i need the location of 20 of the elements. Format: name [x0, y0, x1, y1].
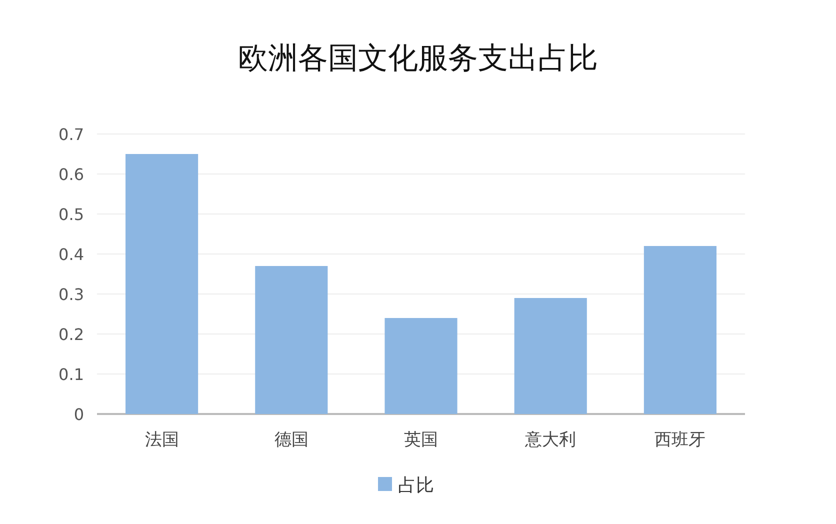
x-tick-label: 英国: [404, 430, 438, 450]
y-tick-label: 0.5: [58, 205, 84, 224]
x-tick-label: 意大利: [524, 430, 576, 450]
bar: [514, 298, 587, 414]
bar: [384, 318, 458, 414]
chart-title: 欧洲各国文化服务支出占比: [238, 41, 598, 76]
y-tick-label: 0.2: [58, 325, 84, 344]
x-tick-label: 西班牙: [654, 430, 706, 450]
y-tick-label: 0.4: [58, 245, 84, 264]
x-tick-label: 法国: [144, 430, 179, 450]
y-tick-label: 0: [74, 405, 84, 424]
y-tick-label: 0.7: [58, 125, 84, 144]
bar: [644, 246, 716, 414]
y-tick-label: 0.1: [58, 365, 84, 384]
bar: [126, 154, 198, 414]
y-tick-label: 0.6: [58, 165, 84, 184]
x-tick-label: 德国: [274, 430, 308, 450]
legend-label: 占比: [398, 475, 434, 496]
y-tick-label: 0.3: [58, 285, 84, 304]
bar: [255, 266, 328, 414]
